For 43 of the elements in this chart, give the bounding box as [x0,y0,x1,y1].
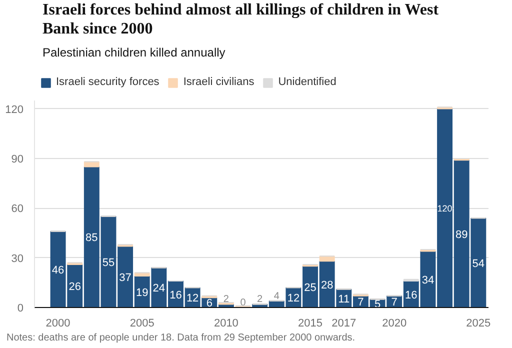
data-label: 28 [320,279,334,292]
y-tick-label: 120 [5,104,24,116]
data-label: 85 [86,232,98,244]
data-label: 6 [206,298,212,310]
data-label: 34 [422,274,434,286]
data-label: 7 [391,296,398,309]
y-tick-label: 60 [11,203,24,216]
data-label: 54 [472,258,485,270]
data-label: 19 [136,286,148,299]
x-tick-label: 2005 [130,318,154,330]
y-tick-label: 30 [11,252,24,265]
data-label: 12 [287,292,300,305]
x-tick-label: 2020 [382,318,407,330]
data-label: 55 [102,256,115,269]
chart-subtitle: Palestinian children killed annually [42,46,226,60]
x-tick-label: 2000 [46,318,70,330]
x-tick-label: 2025 [466,318,491,330]
data-label: 4 [274,290,280,302]
data-label: 16 [405,289,418,302]
data-label: 46 [52,264,64,276]
data-label: 24 [152,282,166,295]
data-label: 16 [170,289,182,302]
data-label: 12 [186,292,199,305]
y-tick-label: 90 [11,153,24,166]
text: Notes: deaths are of people under 18. Data from 29 September 2000 onwards. [6,332,356,344]
data-label: 2 [223,294,230,306]
data-label: 120 [437,204,452,214]
data-label: 7 [358,296,364,309]
data-label: 2 [257,294,264,306]
x-tick-label: 2010 [214,318,238,330]
legend-label: Unidentified [278,76,336,88]
data-label: 37 [119,272,132,284]
x-tick-label: 2015 [298,318,323,330]
data-label: 0 [240,298,246,308]
data-label: 25 [304,282,316,294]
data-label: 26 [68,280,81,293]
chart-title: Israeli forces behind almost all killings of children in West Bank since 2000 [42,2,440,38]
data-label: 11 [338,293,350,306]
legend-label: Israeli civilians [183,76,254,88]
data-label: 89 [455,228,468,241]
legend-label: Israeli security forces [56,76,160,88]
y-tick-label: 0 [17,302,24,314]
x-tick-label: 2017 [332,318,356,330]
